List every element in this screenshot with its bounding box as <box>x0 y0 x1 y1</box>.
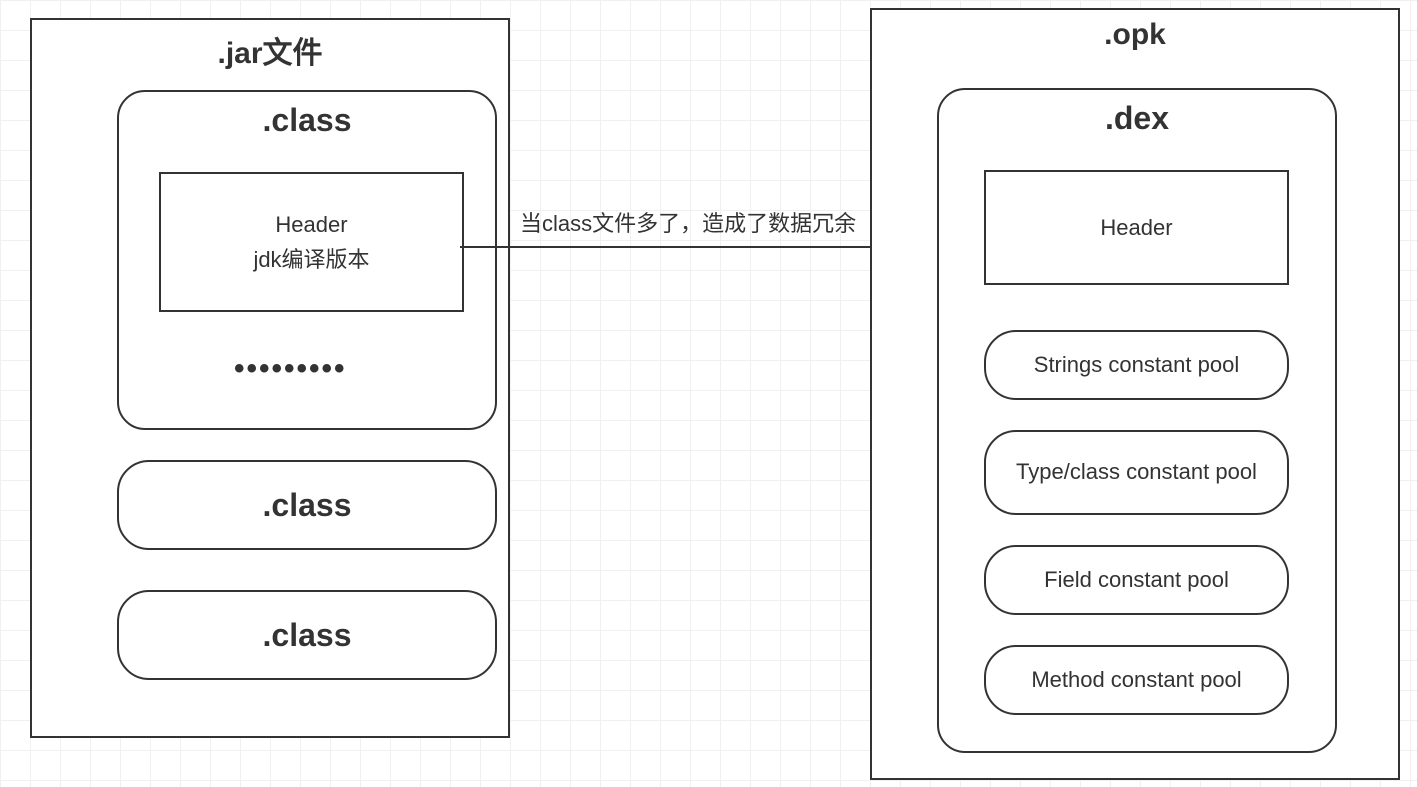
pool-pill-3-label: Method constant pool <box>1023 666 1249 695</box>
dex-title: .dex <box>939 90 1335 143</box>
class-pill-2-label: .class <box>263 617 352 654</box>
class-pill-1: .class <box>117 460 497 550</box>
class-header-line2: jdk编译版本 <box>253 242 369 277</box>
arrow-label: 当class文件多了，造成了数据冗余 <box>520 206 856 238</box>
class-dots: ••••••••• <box>234 352 347 386</box>
class-title: .class <box>119 92 495 145</box>
jar-outer-box: .jar文件 .class Header jdk编译版本 ••••••••• .… <box>30 18 510 738</box>
pool-pill-2-label: Field constant pool <box>1036 566 1237 595</box>
pool-pill-1-label: Type/class constant pool <box>1008 458 1265 487</box>
pool-pill-1: Type/class constant pool <box>984 430 1289 515</box>
opk-title: .opk <box>872 10 1398 56</box>
class-pill-1-label: .class <box>263 487 352 524</box>
pool-pill-3: Method constant pool <box>984 645 1289 715</box>
class-pill-2: .class <box>117 590 497 680</box>
dex-header-line1: Header <box>1100 210 1172 245</box>
dex-header-rect: Header <box>984 170 1289 285</box>
dex-rounded-box: .dex Header Strings constant pool Type/c… <box>937 88 1337 753</box>
class-header-line1: Header <box>275 207 347 242</box>
arrow-line <box>460 246 932 248</box>
pool-pill-2: Field constant pool <box>984 545 1289 615</box>
opk-outer-box: .opk .dex Header Strings constant pool T… <box>870 8 1400 780</box>
class-header-rect: Header jdk编译版本 <box>159 172 464 312</box>
jar-title: .jar文件 <box>32 20 508 76</box>
pool-pill-0-label: Strings constant pool <box>1026 351 1247 380</box>
class-rounded-box: .class Header jdk编译版本 ••••••••• <box>117 90 497 430</box>
pool-pill-0: Strings constant pool <box>984 330 1289 400</box>
